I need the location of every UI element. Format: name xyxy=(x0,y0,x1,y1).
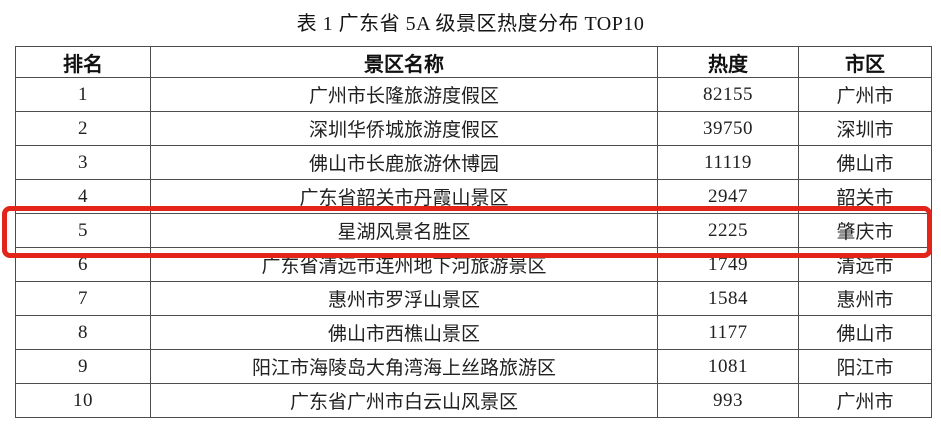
cell-heat: 82155 xyxy=(657,77,799,112)
cell-heat: 11119 xyxy=(657,145,799,180)
cell-name: 惠州市罗浮山景区 xyxy=(150,281,658,316)
cell-city: 清远市 xyxy=(798,247,932,282)
cell-heat: 1081 xyxy=(657,349,799,384)
cell-name: 深圳华侨城旅游度假区 xyxy=(150,111,658,146)
cell-city: 佛山市 xyxy=(798,145,932,180)
cell-heat: 2225 xyxy=(657,213,799,248)
table-row: 9 阳江市海陵岛大角湾海上丝路旅游区 1081 阳江市 xyxy=(15,349,932,384)
cell-heat: 2947 xyxy=(657,179,799,214)
cell-name: 广州市长隆旅游度假区 xyxy=(150,77,658,112)
cell-heat: 993 xyxy=(657,383,799,418)
header-row: 排名 景区名称 热度 市区 xyxy=(15,46,932,78)
cell-name: 阳江市海陵岛大角湾海上丝路旅游区 xyxy=(150,349,658,384)
cell-city: 佛山市 xyxy=(798,315,932,350)
table-row: 7 惠州市罗浮山景区 1584 惠州市 xyxy=(15,281,932,316)
cell-rank: 6 xyxy=(15,247,151,282)
cell-rank: 10 xyxy=(15,383,151,418)
cell-name: 广东省韶关市丹霞山景区 xyxy=(150,179,658,214)
cell-city: 惠州市 xyxy=(798,281,932,316)
cell-rank: 2 xyxy=(15,111,151,146)
scenic-spot-heat-table: 排名 景区名称 热度 市区 1 广州市长隆旅游度假区 82155 广州市 2 深… xyxy=(15,46,932,418)
cell-rank: 9 xyxy=(15,349,151,384)
cell-rank: 3 xyxy=(15,145,151,180)
cell-heat: 1584 xyxy=(657,281,799,316)
cell-city: 广州市 xyxy=(798,383,932,418)
cell-rank: 8 xyxy=(15,315,151,350)
cell-rank: 5 xyxy=(15,213,151,248)
cell-city: 深圳市 xyxy=(798,111,932,146)
cell-heat: 39750 xyxy=(657,111,799,146)
cell-heat: 1749 xyxy=(657,247,799,282)
cell-city: 广州市 xyxy=(798,77,932,112)
table-row: 3 佛山市长鹿旅游休博园 11119 佛山市 xyxy=(15,145,932,180)
cell-city: 韶关市 xyxy=(798,179,932,214)
table-row: 10 广东省广州市白云山风景区 993 广州市 xyxy=(15,383,932,418)
table-row: 4 广东省韶关市丹霞山景区 2947 韶关市 xyxy=(15,179,932,214)
table-row: 6 广东省清远市连州地下河旅游景区 1749 清远市 xyxy=(15,247,932,282)
cell-name: 佛山市长鹿旅游休博园 xyxy=(150,145,658,180)
cell-rank: 1 xyxy=(15,77,151,112)
col-header-heat: 热度 xyxy=(657,46,799,78)
col-header-city: 市区 xyxy=(798,46,932,78)
col-header-name: 景区名称 xyxy=(150,46,658,78)
table-row: 2 深圳华侨城旅游度假区 39750 深圳市 xyxy=(15,111,932,146)
cell-heat: 1177 xyxy=(657,315,799,350)
cell-name: 广东省广州市白云山风景区 xyxy=(150,383,658,418)
table-title: 表 1 广东省 5A 级景区热度分布 TOP10 xyxy=(296,13,645,35)
cell-name: 佛山市西樵山景区 xyxy=(150,315,658,350)
cell-name: 星湖风景名胜区 xyxy=(150,213,658,248)
table-row-highlighted: 5 星湖风景名胜区 2225 肇庆市 xyxy=(15,213,932,248)
col-header-rank: 排名 xyxy=(15,46,151,78)
cell-city: 阳江市 xyxy=(798,349,932,384)
cell-city: 肇庆市 xyxy=(798,213,932,248)
cell-rank: 7 xyxy=(15,281,151,316)
cell-name: 广东省清远市连州地下河旅游景区 xyxy=(150,247,658,282)
cell-rank: 4 xyxy=(15,179,151,214)
table-row: 8 佛山市西樵山景区 1177 佛山市 xyxy=(15,315,932,350)
table-row: 1 广州市长隆旅游度假区 82155 广州市 xyxy=(15,77,932,112)
